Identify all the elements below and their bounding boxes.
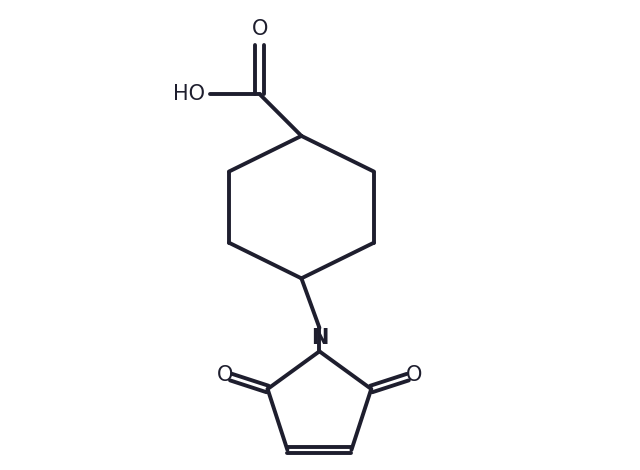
Text: O: O (252, 19, 268, 39)
Text: O: O (406, 365, 422, 385)
Text: N: N (311, 328, 328, 348)
Text: O: O (217, 365, 233, 385)
Text: HO: HO (173, 84, 205, 104)
